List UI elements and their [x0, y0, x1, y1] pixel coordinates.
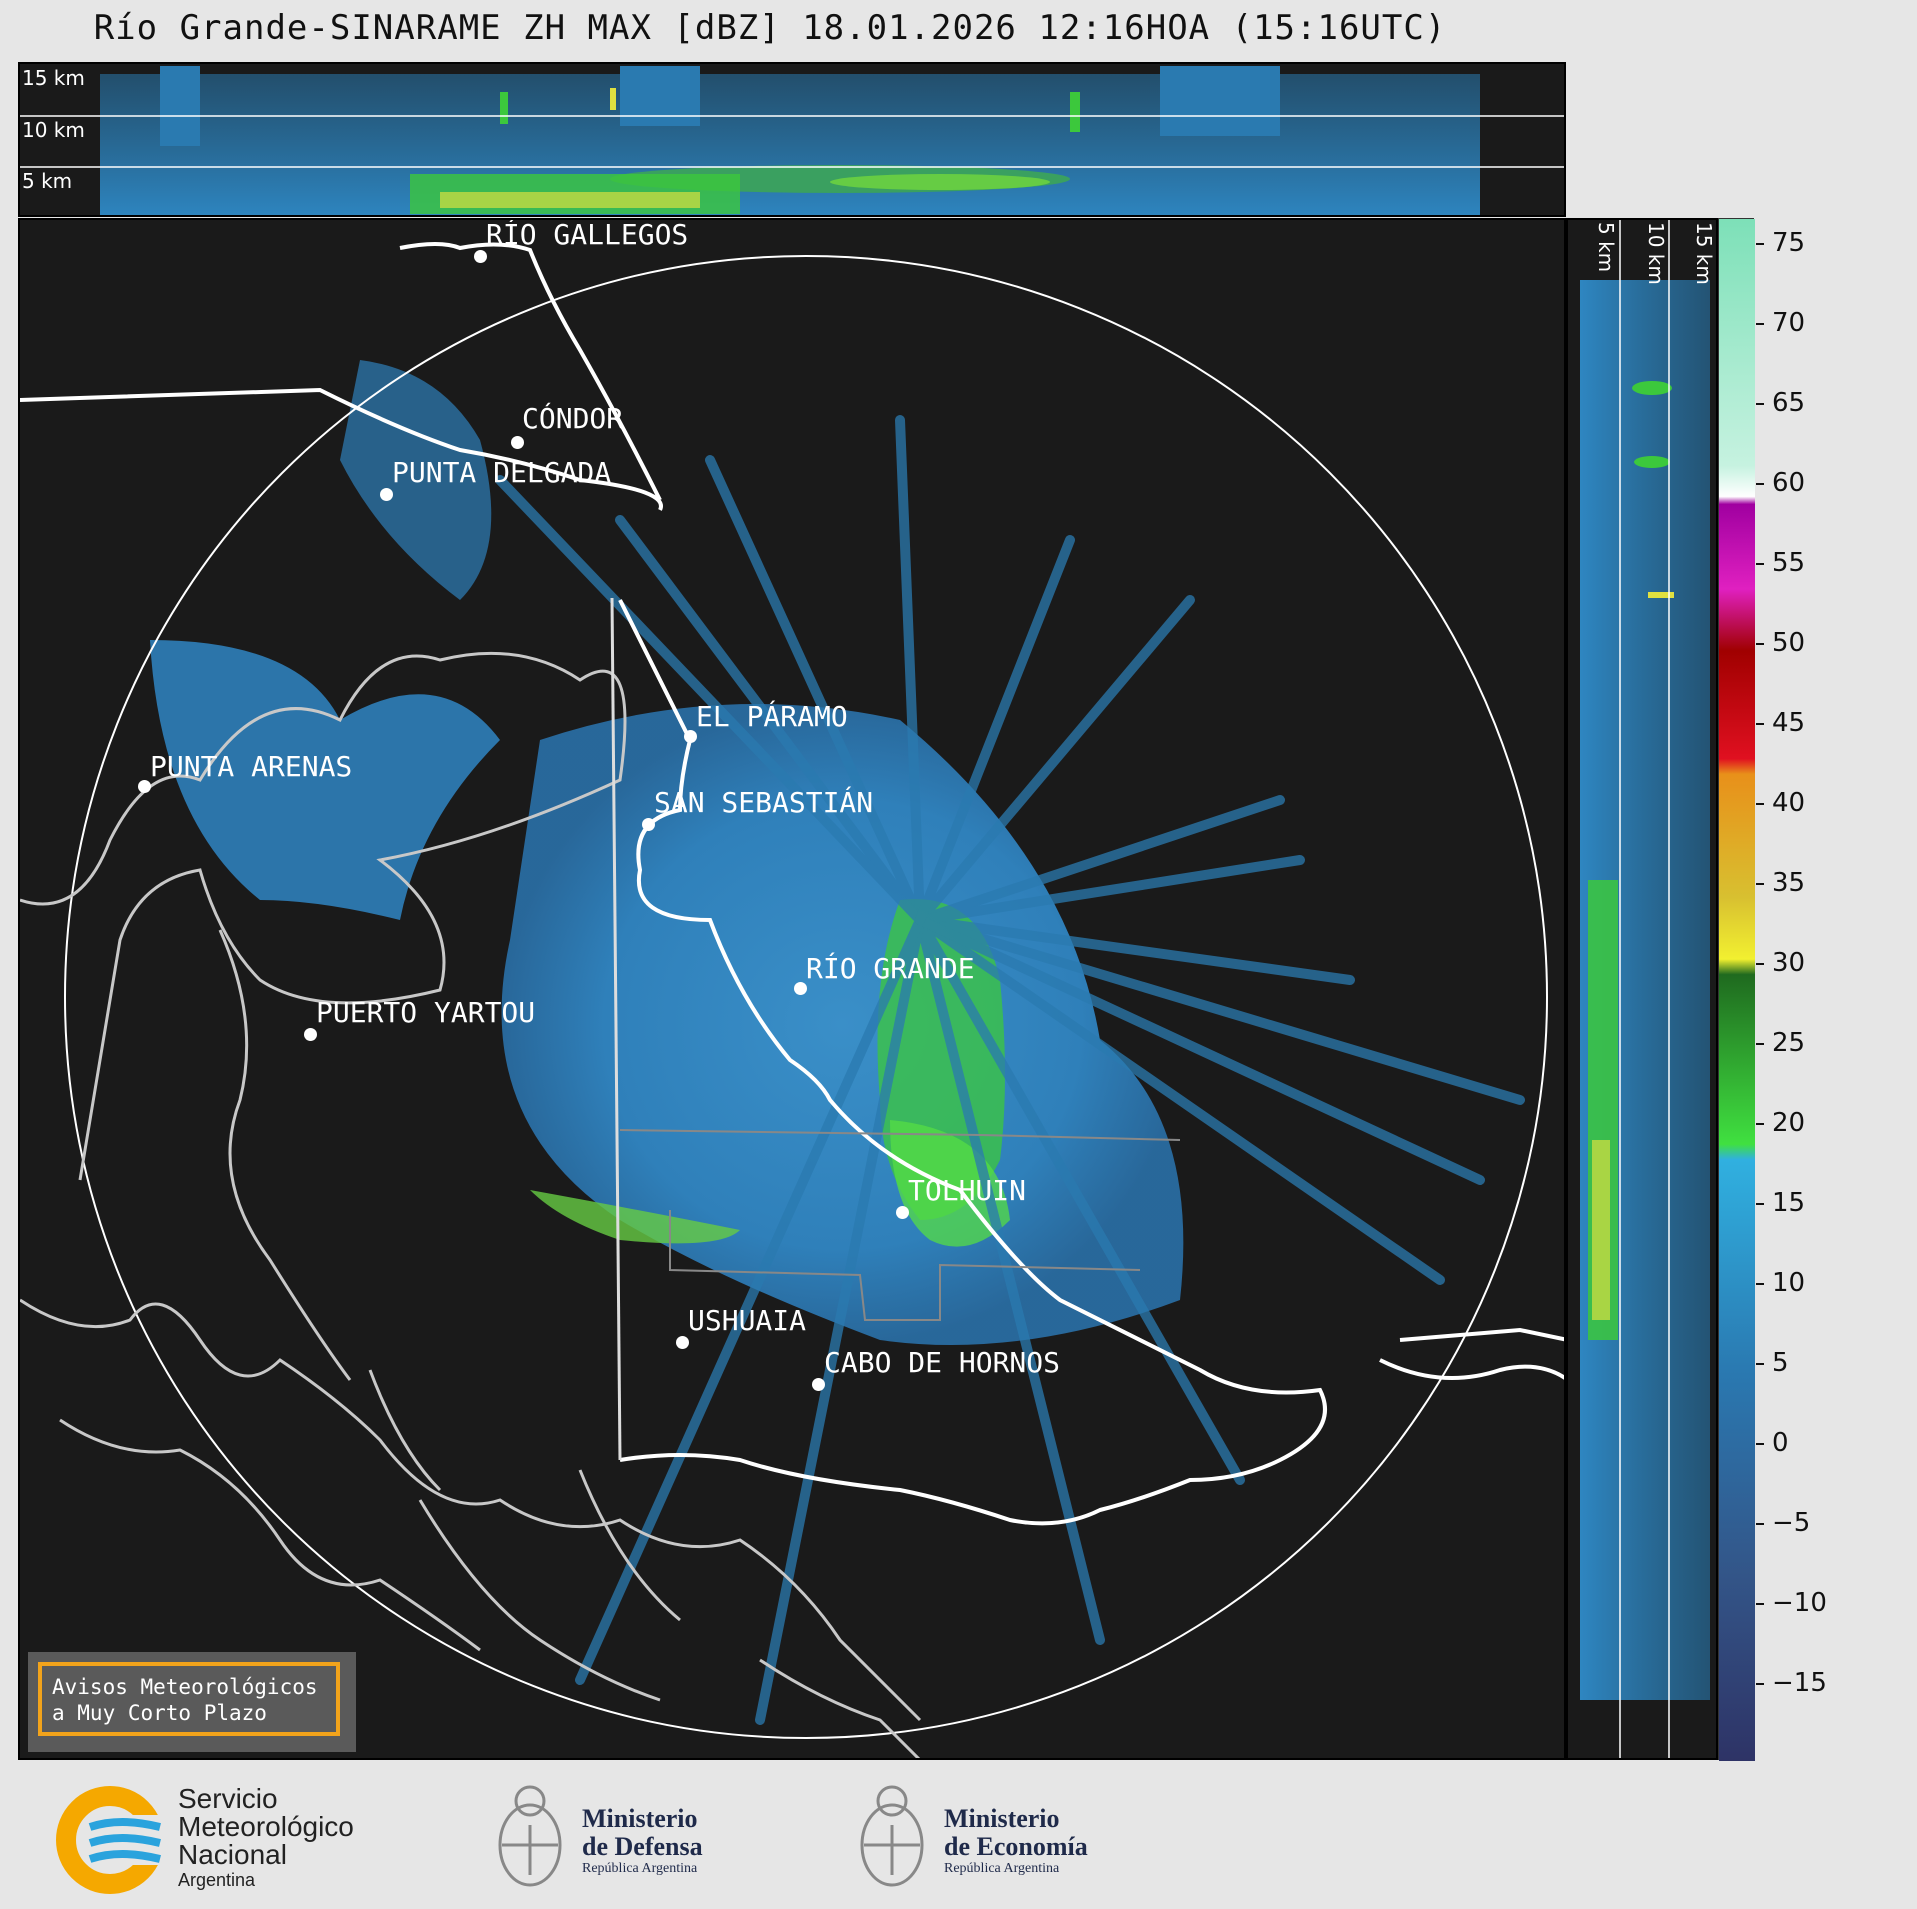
city-label-puerto-yartou: PUERTO YARTOU [316, 996, 536, 1029]
city-dot-san-sebastian [642, 818, 655, 831]
city-label-tolhuin: TOLHUIN [908, 1174, 1027, 1207]
city-dot-puerto-yartou [304, 1028, 317, 1041]
coat-of-arms-icon [498, 1785, 562, 1887]
city-label-el-paramo: EL PÁRAMO [696, 700, 848, 733]
colorbar-tick: −10 [1756, 1588, 1827, 1618]
defensa-line2: de Defensa [582, 1832, 703, 1861]
map-title: Río Grande-SINARAME ZH MAX [dBZ] 18.01.2… [93, 8, 1447, 48]
colorbar-tick: 70 [1756, 308, 1805, 338]
alert-link[interactable]: Avisos Meteorológicos a Muy Corto Plazo [38, 1662, 340, 1736]
top-cross-section-echoes [20, 66, 1564, 215]
top-cross-section: 15 km 10 km 5 km [18, 62, 1566, 217]
colorbar-tick: 40 [1756, 788, 1805, 818]
smn-logo-icon [56, 1786, 170, 1894]
city-label-rio-grande: RÍO GRANDE [806, 952, 975, 985]
colorbar-tick: 25 [1756, 1028, 1805, 1058]
side-cross-section-echoes [1580, 220, 1710, 1758]
city-dot-rio-gallegos [474, 250, 487, 263]
economia-line2: de Economía [944, 1832, 1088, 1861]
defensa-line1: Ministerio [582, 1804, 698, 1833]
height-label-15km-side: 15 km [1692, 222, 1716, 285]
city-label-rio-gallegos: RÍO GALLEGOS [486, 218, 689, 251]
dbz-colorbar [1718, 218, 1755, 1761]
radar-map-canvas [20, 242, 1564, 1758]
defensa-line3: República Argentina [582, 1861, 698, 1876]
side-cross-section: 5 km 10 km 15 km [1566, 218, 1718, 1760]
colorbar-tick: −5 [1756, 1508, 1810, 1538]
radar-map[interactable]: RÍO GALLEGOS CÓNDOR PUNTA DELGADA EL PÁR… [18, 218, 1566, 1760]
smn-line3: Nacional [178, 1839, 287, 1870]
colorbar-tick: 55 [1756, 548, 1805, 578]
city-dot-cabo-de-hornos [812, 1378, 825, 1391]
alert-box[interactable]: Avisos Meteorológicos a Muy Corto Plazo [28, 1652, 356, 1752]
colorbar-tick: 65 [1756, 388, 1805, 418]
defensa-logo: Ministerio de Defensa República Argentin… [490, 1765, 790, 1909]
colorbar-tick: 60 [1756, 468, 1805, 498]
smn-line2: Meteorológico [178, 1811, 354, 1842]
colorbar-tick: 0 [1756, 1428, 1789, 1458]
coat-of-arms-icon [860, 1785, 924, 1887]
city-dot-condor [511, 436, 524, 449]
height-label-10km-side: 10 km [1644, 222, 1668, 285]
colorbar-tick: 75 [1756, 228, 1805, 258]
colorbar-tick: 35 [1756, 868, 1805, 898]
defensa-logo-text: Ministerio de Defensa República Argentin… [582, 1805, 703, 1877]
smn-line4: Argentina [178, 1870, 256, 1890]
colorbar-tick: 45 [1756, 708, 1805, 738]
colorbar-tick: 15 [1756, 1188, 1805, 1218]
city-dot-el-paramo [684, 730, 697, 743]
colorbar-tick: −15 [1756, 1668, 1827, 1698]
alert-line2: a Muy Corto Plazo [52, 1701, 267, 1725]
economia-logo-text: Ministerio de Economía República Argenti… [944, 1805, 1088, 1877]
city-label-condor: CÓNDOR [522, 402, 624, 435]
city-label-punta-arenas: PUNTA ARENAS [150, 750, 353, 783]
city-label-cabo-de-hornos: CABO DE HORNOS [824, 1346, 1061, 1379]
height-label-10km: 10 km [22, 118, 85, 142]
colorbar-tick: 50 [1756, 628, 1805, 658]
city-dot-punta-delgada [380, 488, 393, 501]
smn-logo-text: Servicio Meteorológico Nacional Argentin… [178, 1785, 354, 1891]
city-dot-ushuaia [676, 1336, 689, 1349]
height-label-5km-side: 5 km [1594, 222, 1618, 273]
city-dot-tolhuin [896, 1206, 909, 1219]
city-label-ushuaia: USHUAIA [688, 1304, 807, 1337]
alert-line1: Avisos Meteorológicos [52, 1675, 318, 1699]
economia-line3: República Argentina [944, 1861, 1060, 1876]
economia-line1: Ministerio [944, 1804, 1060, 1833]
colorbar-tick: 10 [1756, 1268, 1805, 1298]
dbz-colorbar-gradient [1719, 219, 1755, 1761]
city-label-san-sebastian: SAN SEBASTIÁN [654, 786, 874, 819]
city-dot-punta-arenas [138, 780, 151, 793]
city-label-punta-delgada: PUNTA DELGADA [392, 456, 612, 489]
smn-logo: Servicio Meteorológico Nacional Argentin… [50, 1765, 410, 1909]
height-label-5km: 5 km [22, 169, 73, 193]
colorbar-tick: 5 [1756, 1348, 1789, 1378]
colorbar-tick: 20 [1756, 1108, 1805, 1138]
city-dot-rio-grande [794, 982, 807, 995]
economia-logo: Ministerio de Economía República Argenti… [852, 1765, 1172, 1909]
colorbar-tick: 30 [1756, 948, 1805, 978]
height-label-15km: 15 km [22, 66, 85, 90]
smn-line1: Servicio [178, 1783, 278, 1814]
